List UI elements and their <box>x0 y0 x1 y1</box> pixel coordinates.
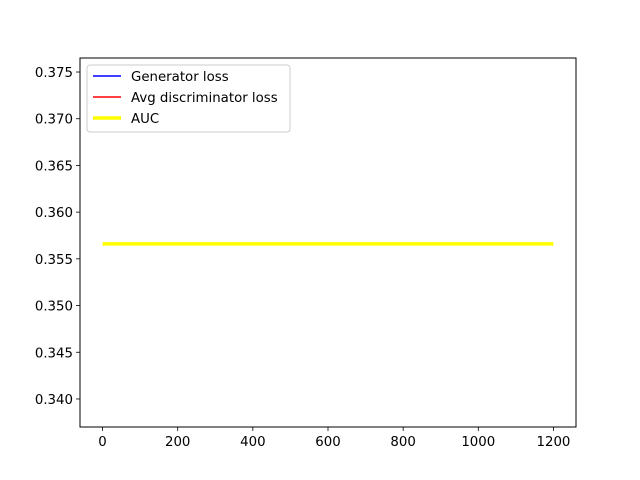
y-axis: 0.340 0.345 0.350 0.355 0.360 0.365 0.370 0.375 <box>35 66 80 408</box>
y-tick-label: 0.345 <box>35 346 73 361</box>
legend: Generator loss Avg discriminator loss AUC <box>86 64 291 133</box>
y-tick-label: 0.370 <box>35 113 73 128</box>
legend-box <box>86 64 291 133</box>
legend-label-1: Avg discriminator loss <box>131 91 278 106</box>
x-tick-label: 400 <box>240 435 265 450</box>
y-tick-label: 0.340 <box>35 393 73 408</box>
x-tick-label: 600 <box>315 435 340 450</box>
x-tick-label: 0 <box>98 435 106 450</box>
y-tick-label: 0.360 <box>35 206 73 221</box>
y-tick-label: 0.355 <box>35 253 73 268</box>
x-tick-label: 1200 <box>536 435 570 450</box>
y-tick-label: 0.365 <box>35 159 73 174</box>
x-axis: 0 200 400 600 800 1000 1200 <box>98 427 570 450</box>
x-tick-label: 200 <box>165 435 190 450</box>
y-tick-label: 0.350 <box>35 300 73 315</box>
legend-label-2: AUC <box>131 112 159 127</box>
x-tick-label: 1000 <box>461 435 495 450</box>
legend-label-0: Generator loss <box>131 70 229 85</box>
y-tick-label: 0.375 <box>35 66 73 81</box>
x-tick-label: 800 <box>390 435 415 450</box>
